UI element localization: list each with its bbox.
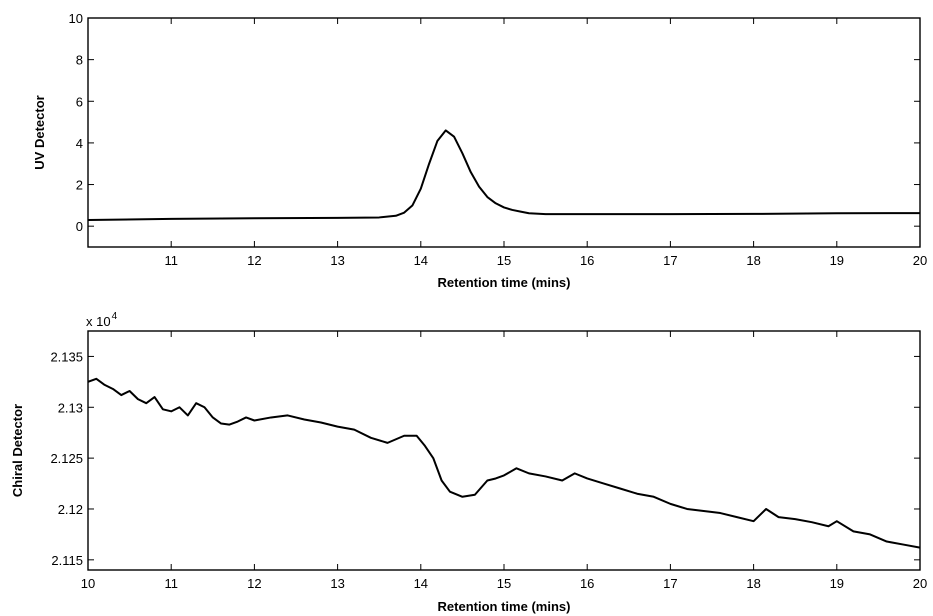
series-line <box>87 377 921 549</box>
series-line <box>87 129 921 221</box>
x-tick-label: 12 <box>247 576 261 591</box>
x-tick-label: 19 <box>830 253 844 268</box>
y-axis-title: UV Detector <box>32 95 47 169</box>
y-exponent-label: x 10 <box>86 314 111 329</box>
y-tick-label: 2.13 <box>58 400 83 415</box>
y-tick-label: 2 <box>76 178 83 193</box>
x-tick-label: 16 <box>580 576 594 591</box>
x-tick-label: 13 <box>330 253 344 268</box>
plot-frame <box>87 330 921 571</box>
x-tick-label: 18 <box>746 576 760 591</box>
y-tick-label: 2.12 <box>58 502 83 517</box>
x-tick-label: 15 <box>497 253 511 268</box>
x-axis-title: Retention time (mins) <box>438 599 571 614</box>
x-axis-title: Retention time (mins) <box>438 275 571 290</box>
x-tick-label: 20 <box>913 253 927 268</box>
uv-detector-panel: 11 12 13 14 15 16 17 18 19 20 0 2 4 6 8 10 Retention tim… <box>32 11 927 290</box>
x-tick-label: 14 <box>414 576 428 591</box>
x-tick-label: 17 <box>663 576 677 591</box>
y-tick-label: 6 <box>76 94 83 109</box>
y-tick-label: 0 <box>76 219 83 234</box>
y-tick-label: 4 <box>76 136 83 151</box>
x-tick-label: 19 <box>830 576 844 591</box>
x-tick-label: 15 <box>497 576 511 591</box>
chiral-detector-panel: 10 11 12 13 14 15 16 17 18 19 20 2.115 2.12 2.125 2.13… <box>10 311 927 614</box>
y-axis-title: Chiral Detector <box>10 404 25 497</box>
x-tick-label: 17 <box>663 253 677 268</box>
y-exponent-power: 4 <box>112 311 118 322</box>
x-tick-label: 20 <box>913 576 927 591</box>
x-tick-label: 18 <box>746 253 760 268</box>
y-tick-label: 10 <box>69 11 83 26</box>
y-tick-label: 8 <box>76 53 83 68</box>
x-tick-label: 11 <box>164 253 178 268</box>
x-tick-label: 13 <box>330 576 344 591</box>
x-tick-label: 12 <box>247 253 261 268</box>
x-tick-label: 11 <box>164 576 178 591</box>
y-tick-label: 2.125 <box>50 451 83 466</box>
y-tick-label: 2.135 <box>50 349 83 364</box>
x-tick-label: 16 <box>580 253 594 268</box>
x-tick-label: 10 <box>81 576 95 591</box>
y-tick-label: 2.115 <box>51 553 83 568</box>
x-tick-label: 14 <box>414 253 428 268</box>
